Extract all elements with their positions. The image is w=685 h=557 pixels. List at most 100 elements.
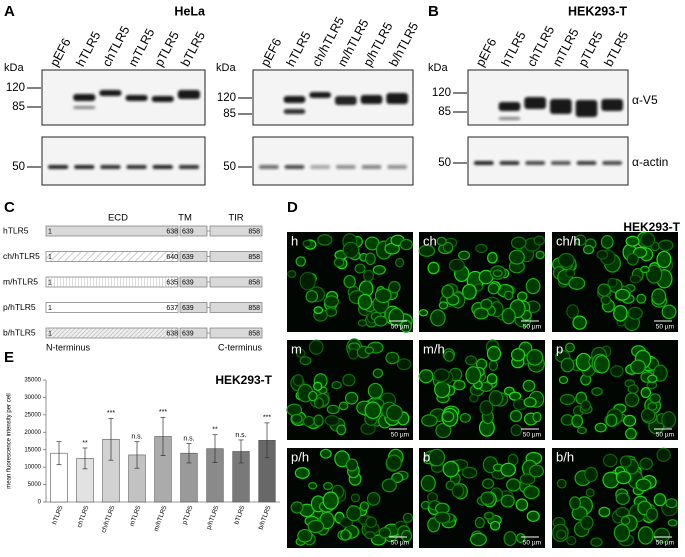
cell [305,290,319,303]
cell [385,454,402,471]
antibody-label: α-actin [632,155,668,169]
cell [571,414,584,428]
residue-number: 1 [48,279,52,286]
cell [640,232,656,248]
cell [653,527,671,543]
cell [566,535,577,546]
scale-label: 50 µm [391,432,409,439]
cell [600,295,612,306]
cell [590,537,603,547]
cell [342,373,356,387]
bands [259,92,408,169]
lane-label: pEF6 [47,36,73,69]
cell [357,319,368,327]
marker-label: 120 [217,92,236,104]
cell [348,348,359,360]
cell [421,414,438,427]
significance-label: *** [263,415,271,422]
cell [442,242,454,253]
cell [441,284,454,299]
cell [584,466,598,483]
cell [639,457,653,470]
cell [640,265,650,274]
cell [357,293,373,310]
cell [372,368,384,379]
kda-label: kDa [216,62,236,74]
band [602,161,622,165]
cell [565,268,576,278]
cell [324,415,340,427]
y-tick-label: 30000 [24,395,41,401]
y-tick-label: 10000 [24,465,41,471]
cell [598,506,611,518]
cell [433,368,450,382]
y-tick-label: 15000 [24,447,41,453]
cell [574,234,587,246]
significance-label: n.s. [235,432,246,439]
cell [569,496,581,511]
cell [610,365,624,378]
residue-number: 639 [182,254,194,261]
cell [503,290,514,301]
cell [469,532,487,547]
marker-label: 120 [6,82,25,94]
cell [510,348,526,362]
cell [583,244,595,255]
cell [602,453,618,468]
band [126,165,147,169]
lane-label: bTLR5 [178,29,208,69]
panel-label: C [4,199,15,216]
antibody-label: α-V5 [632,93,658,107]
panel-label: B [428,3,439,20]
panel-title: HEK293-T [623,220,680,234]
cell [322,491,339,510]
ecd-box [45,302,179,313]
cell [508,249,525,265]
cell [605,413,618,427]
image-label: ch [423,233,437,248]
marker-label: 120 [432,87,451,99]
cell [343,274,356,289]
cell [489,520,501,531]
image-label: p [556,341,563,356]
cell [481,478,495,489]
marker-label: 85 [12,101,25,113]
cell [484,511,494,520]
construct-name: m/hTLR5 [3,276,38,286]
band [498,117,521,120]
cell [308,390,318,402]
cell [299,356,312,366]
ecd-box [45,327,179,339]
cell [317,234,333,246]
band [575,100,598,117]
cell [661,411,677,429]
cell [526,349,544,366]
cell [313,306,324,315]
residue-number: 639 [182,279,194,286]
band [284,165,305,169]
cell [651,288,667,305]
cell [469,393,479,403]
cell [519,473,536,485]
error-bar [134,441,140,469]
cell [295,256,307,267]
cell [656,447,671,462]
cell [564,342,575,353]
cell [473,307,489,320]
cell [430,309,446,327]
residue-number: 858 [248,279,260,286]
band [73,94,96,101]
cell [395,257,405,268]
cell [649,393,661,404]
cell [487,251,498,264]
significance-label: *** [159,409,167,416]
cell [319,448,332,459]
cell [299,271,316,291]
cell [366,491,381,506]
image-label: m/h [423,341,445,356]
cells [418,235,546,328]
image-label: p/h [291,449,309,464]
kda-label: kDa [4,62,24,74]
cell [331,380,342,390]
